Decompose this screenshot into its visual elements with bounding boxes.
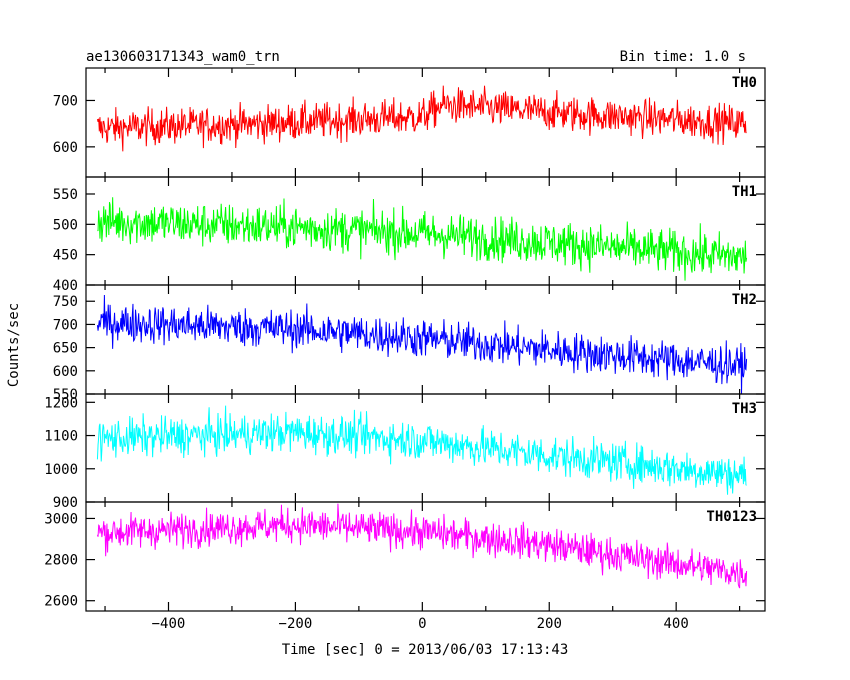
y-tick-label: 3000 bbox=[44, 511, 78, 527]
x-tick-label: 400 bbox=[664, 616, 689, 632]
bin-time-label: Bin time: 1.0 s bbox=[620, 49, 746, 65]
x-tick-label: 200 bbox=[537, 616, 562, 632]
y-tick-label: 450 bbox=[53, 248, 78, 264]
y-tick-label: 400 bbox=[53, 278, 78, 294]
y-tick-label: 2800 bbox=[44, 553, 78, 569]
panel-th1: 400 450 500 550 TH1 bbox=[53, 176, 766, 294]
y-tick-label: 2600 bbox=[44, 594, 78, 610]
y-tick-label: 600 bbox=[53, 364, 78, 380]
series-th2-line bbox=[96, 294, 748, 394]
series-th3-line bbox=[96, 405, 747, 495]
y-tick-label: 600 bbox=[53, 140, 78, 156]
panel-frame bbox=[85, 501, 766, 612]
series-th1-line bbox=[97, 197, 748, 281]
panels-group: 600 700 TH0 400 450 500 550 TH1 550 600 650 700 750 T… bbox=[44, 67, 766, 632]
x-axis-label: Time [sec] 0 = 2013/06/03 17:13:43 bbox=[282, 642, 569, 658]
x-tick-label: −400 bbox=[152, 616, 186, 632]
y-axis-label: Counts/sec bbox=[6, 303, 22, 387]
series-th0-line bbox=[96, 85, 747, 152]
y-tick-label: 1100 bbox=[44, 429, 78, 445]
panel-label-th3: TH3 bbox=[732, 401, 757, 417]
x-tick-label: −200 bbox=[279, 616, 313, 632]
panel-th0123: 2600 2800 3000 TH0123 bbox=[44, 501, 766, 612]
y-tick-label: 900 bbox=[53, 495, 78, 511]
panel-label-th0123: TH0123 bbox=[706, 509, 757, 525]
y-tick-label: 550 bbox=[53, 187, 78, 203]
y-tick-label: 750 bbox=[53, 294, 78, 310]
panel-th3: 900 1000 1100 1200 TH3 bbox=[44, 393, 766, 511]
panel-label-th1: TH1 bbox=[732, 184, 757, 200]
panel-label-th0: TH0 bbox=[732, 75, 757, 91]
y-tick-label: 700 bbox=[53, 93, 78, 109]
y-tick-label: 700 bbox=[53, 317, 78, 333]
panel-label-th2: TH2 bbox=[732, 292, 757, 308]
y-tick-label: 1200 bbox=[44, 395, 78, 411]
y-tick-label: 650 bbox=[53, 341, 78, 357]
y-tick-label: 500 bbox=[53, 217, 78, 233]
series-th0123-line bbox=[96, 503, 748, 589]
panel-th2: 550 600 650 700 750 TH2 bbox=[53, 284, 766, 403]
y-tick-label: 550 bbox=[53, 387, 78, 403]
panel-th0: 600 700 TH0 bbox=[53, 67, 766, 178]
y-tick-label: 1000 bbox=[44, 462, 78, 478]
x-tick-label: 0 bbox=[418, 616, 426, 632]
chart-title: ae130603171343_wam0_trn bbox=[86, 49, 280, 65]
